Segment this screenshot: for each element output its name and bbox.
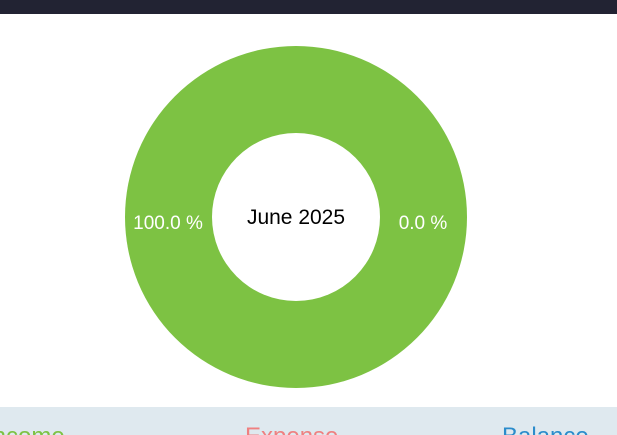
chart-area: June 2025 100.0 % 0.0 % (0, 14, 617, 407)
top-app-bar (0, 0, 617, 14)
expense-percent-label: 0.0 % (399, 213, 448, 234)
donut-chart[interactable]: June 2025 100.0 % 0.0 % (0, 14, 617, 407)
summary-bar: Income Expense Balance (0, 407, 617, 435)
donut-hole (212, 133, 380, 301)
balance-tab-label[interactable]: Balance (502, 422, 589, 435)
expense-tab-label[interactable]: Expense (245, 422, 338, 435)
income-percent-label: 100.0 % (133, 213, 203, 234)
center-month-label: June 2025 (247, 206, 345, 229)
income-tab-label[interactable]: Income (0, 422, 65, 435)
